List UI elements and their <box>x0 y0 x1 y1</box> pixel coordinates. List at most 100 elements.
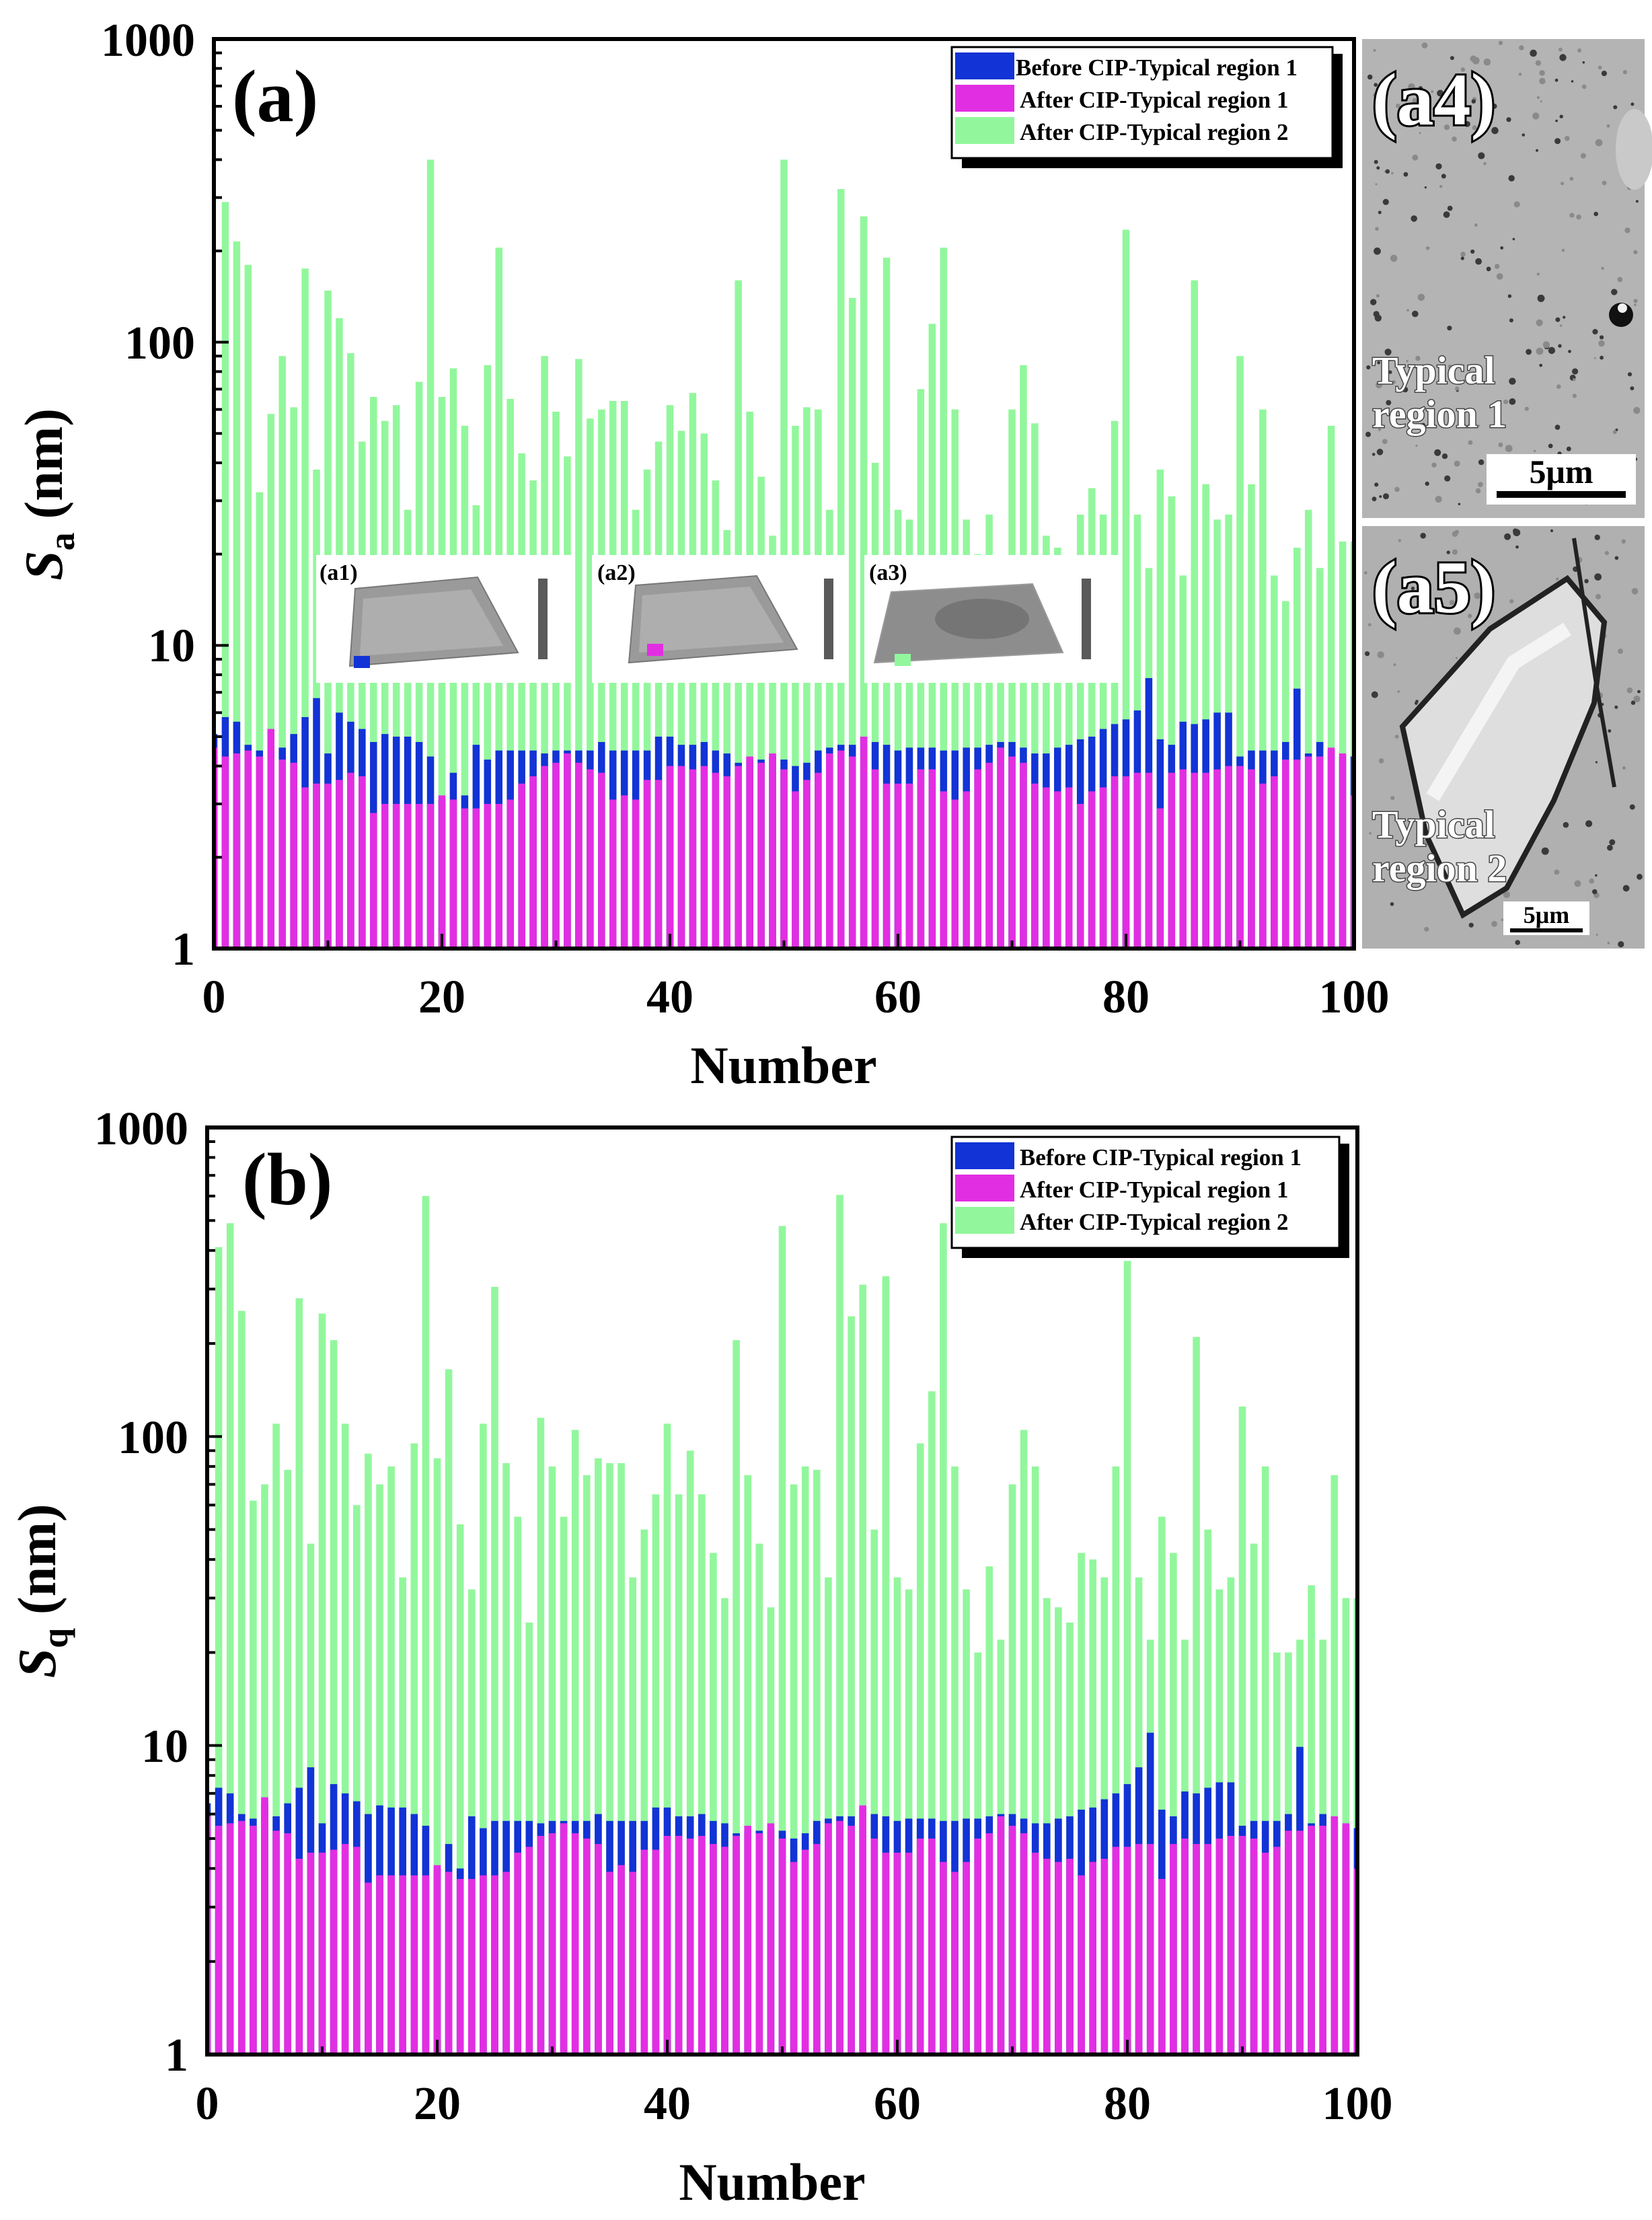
panel-a-bar-after-r2-4 <box>256 492 264 949</box>
panel-a-bar-after-r1-84 <box>1168 772 1176 949</box>
panel-b-bar-after-r1-50 <box>778 1838 786 2055</box>
panel-b-bar-after-r2-3 <box>238 1310 246 2055</box>
panel-a-bar-after-r1-89 <box>1225 766 1232 949</box>
panel-a-bar-after-r2-80 <box>1122 229 1130 949</box>
panel-a-xtick-60: 60 <box>874 971 922 1023</box>
sem-speck <box>1563 316 1566 319</box>
panel-b-xtick-60: 60 <box>874 2078 921 2130</box>
panel-a-bar-after-r2-50 <box>780 159 788 949</box>
sem-speck <box>1478 152 1485 159</box>
panel-b-bar-after-r2-96 <box>1308 1585 1315 2055</box>
sem-a4-scalebar <box>1497 491 1626 498</box>
sem-speck <box>1592 329 1598 335</box>
sem-speck <box>1382 100 1386 105</box>
sem-speck <box>1424 186 1427 189</box>
panel-b-bar-after-r2-24 <box>480 1423 487 2055</box>
panel-b-bar-after-r1-28 <box>525 1847 533 2055</box>
sem-speck <box>1507 294 1512 298</box>
sem-a4-caption-2: region 1 <box>1372 392 1507 436</box>
panel-b-bar-after-r1-29 <box>537 1835 545 2055</box>
panel-b-bar-after-r2-10 <box>318 1313 326 2055</box>
legend-b-label-before-r1: Before CIP-Typical region 1 <box>1020 1144 1302 1171</box>
panel-a-bar-after-r1-41 <box>677 766 685 949</box>
sem-speck <box>1618 941 1624 948</box>
sem-speck <box>1609 839 1616 846</box>
panel-b-bar-after-r1-89 <box>1227 1835 1235 2055</box>
panel-b-bar-after-r2-60 <box>893 1577 901 2055</box>
sem-speck <box>1594 573 1602 581</box>
panel-b-bar-after-r2-50 <box>778 1226 786 2055</box>
sem-speck <box>1390 902 1394 906</box>
sem-speck <box>1431 90 1434 94</box>
panel-b-bar-after-r2-33 <box>583 1475 591 2055</box>
panel-a-bar-after-r1-15 <box>381 803 389 949</box>
panel-b-bar-after-r1-60 <box>893 1852 901 2055</box>
panel-a-bar-after-r1-22 <box>461 808 469 949</box>
panel-b-bar-after-r1-76 <box>1078 1875 1085 2055</box>
sem-speck <box>1460 252 1466 257</box>
panel-a-bar-after-r2-6 <box>278 356 286 949</box>
sem-speck <box>1454 529 1460 535</box>
sem-speck <box>1571 80 1574 83</box>
sem-speck <box>1554 138 1561 145</box>
panel-a-bar-after-r1-94 <box>1282 760 1289 949</box>
sem-speck <box>1607 844 1613 851</box>
panel-a-bar-after-r2-72 <box>1031 423 1039 949</box>
panel-a-bar-after-r1-98 <box>1327 747 1335 949</box>
panel-a-bar-after-r1-14 <box>370 813 377 949</box>
panel-b-bar-after-r2-41 <box>675 1494 683 2055</box>
panel-b-bar-after-r1-40 <box>663 1835 671 2055</box>
panel-a-chart: (a1) (a2) (a3) 1 10 100 1000 <box>15 15 1390 1095</box>
sem-speck <box>1374 116 1377 119</box>
panel-b-bar-after-r1-83 <box>1158 1879 1166 2055</box>
sem-speck <box>1540 100 1542 103</box>
sem-speck <box>1366 365 1371 370</box>
sem-speck <box>1382 439 1388 445</box>
panel-a-bar-after-r2-2 <box>233 241 241 949</box>
panel-a-bar-after-r2-96 <box>1304 509 1312 949</box>
panel-a-bar-after-r2-5 <box>267 414 275 949</box>
sem-speck <box>1373 311 1380 318</box>
panel-b-bar-after-r1-47 <box>744 1825 751 2055</box>
panel-a-bar-after-r2-54 <box>826 509 833 949</box>
sem-speck <box>1454 86 1458 90</box>
panel-a-ytick-100: 100 <box>124 318 195 369</box>
sem-speck <box>1468 614 1472 618</box>
panel-a-label: (a) <box>232 55 318 137</box>
sem-speck <box>1513 529 1521 537</box>
panel-b-bar-after-r1-25 <box>491 1875 498 2055</box>
panel-a-xtick-0: 0 <box>202 971 226 1023</box>
panel-b-bar-after-r2-25 <box>491 1286 498 2055</box>
panel-a-bar-after-r1-85 <box>1179 769 1187 949</box>
sem-speck <box>1446 550 1450 554</box>
sem-speck <box>1633 299 1638 303</box>
sem-panel-a4: (a4) Typical region 1 5μm <box>1362 39 1652 518</box>
panel-a-bar-after-r1-3 <box>244 750 252 949</box>
sem-speck <box>1415 445 1418 447</box>
sem-a5-caption-2: region 2 <box>1372 846 1507 890</box>
sem-speck <box>1412 310 1419 318</box>
sem-speck <box>1454 460 1460 467</box>
panel-a-bar-after-r1-81 <box>1133 772 1141 949</box>
panel-a-legend: Before CIP-Typical region 1 After CIP-Ty… <box>950 46 1343 168</box>
sem-speck <box>1417 95 1420 98</box>
sem-speck <box>1595 593 1601 599</box>
sem-speck <box>1471 99 1476 104</box>
panel-a-bar-after-r2-87 <box>1202 484 1209 949</box>
panel-b-bars <box>207 1195 1357 2055</box>
sem-speck <box>1443 211 1450 218</box>
panel-a-bar-after-r1-76 <box>1076 803 1084 949</box>
panel-a-bar-after-r1-83 <box>1156 808 1164 949</box>
sem-speck <box>1532 112 1540 120</box>
sem-speck <box>1411 586 1415 591</box>
panel-a-bar-after-r1-90 <box>1236 766 1244 949</box>
panel-a-bar-after-r1-71 <box>1020 762 1027 949</box>
sem-speck <box>1634 303 1637 307</box>
panel-b-bar-after-r1-71 <box>1020 1833 1028 2055</box>
sem-speck <box>1559 47 1563 52</box>
sem-speck <box>1548 443 1553 449</box>
panel-b-ytick-1: 1 <box>165 2030 188 2081</box>
sem-speck <box>1595 933 1598 936</box>
panel-a-bar-after-r2-3 <box>244 264 252 949</box>
panel-a-bar-after-r2-45 <box>723 529 731 949</box>
